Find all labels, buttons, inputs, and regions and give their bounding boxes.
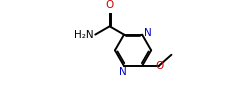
Text: O: O	[155, 61, 163, 71]
Text: O: O	[105, 0, 113, 10]
Text: N: N	[119, 67, 127, 77]
Text: N: N	[144, 28, 151, 38]
Text: H₂N: H₂N	[74, 30, 93, 40]
